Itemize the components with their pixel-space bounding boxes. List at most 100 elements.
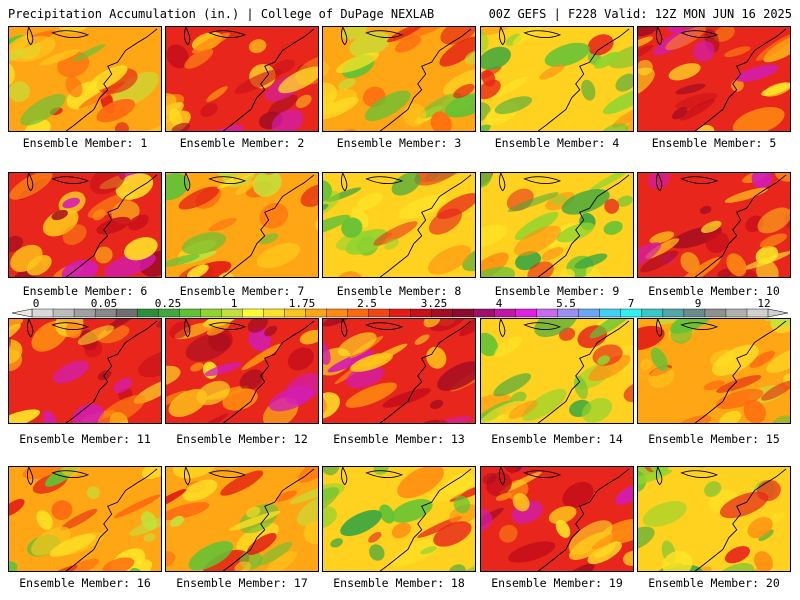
precip-contour	[338, 78, 356, 90]
precip-contour	[749, 350, 775, 368]
great-lakes-outline	[341, 467, 404, 486]
precip-contour	[603, 220, 623, 235]
precip-contour	[9, 498, 25, 517]
precip-contour	[638, 44, 654, 62]
precip-contour	[252, 173, 282, 197]
precip-contour	[430, 111, 452, 131]
precip-contour	[188, 541, 234, 571]
precip-contour	[481, 393, 512, 419]
precip-contour	[756, 259, 779, 277]
great-lakes-outline	[341, 173, 404, 192]
precip-contour	[61, 259, 99, 277]
ensemble-member-map	[637, 26, 791, 132]
precip-contour	[675, 83, 706, 95]
great-lakes-outline	[499, 173, 562, 192]
precip-contour	[638, 36, 654, 48]
ensemble-member-label: Ensemble Member: 20	[648, 576, 780, 590]
precip-contour	[638, 59, 653, 76]
precip-contour	[638, 469, 673, 487]
precip-contour	[222, 388, 258, 411]
colorbar-swatch	[347, 308, 369, 318]
precip-contour	[587, 34, 614, 56]
precip-contour	[166, 93, 177, 115]
colorbar-swatch	[620, 308, 643, 318]
precip-contour	[758, 529, 774, 542]
precip-contour	[89, 173, 126, 195]
colorbar-tick-label: 1	[230, 297, 238, 310]
ensemble-member-map	[480, 26, 634, 132]
precip-contour	[166, 488, 187, 513]
precip-contour	[581, 79, 596, 101]
ensemble-member-map	[8, 466, 162, 572]
colorbar-swatch	[704, 308, 727, 318]
precip-contour	[92, 209, 106, 221]
precip-contour	[104, 558, 153, 571]
colorbar-swatch	[94, 308, 117, 318]
precip-contour	[755, 33, 790, 62]
precip-contour	[278, 66, 318, 94]
precip-contour	[705, 232, 730, 253]
precip-contour	[481, 400, 525, 423]
ensemble-member-map	[165, 26, 319, 132]
ensemble-member-label: Ensemble Member: 3	[336, 136, 462, 150]
precip-contour	[428, 208, 462, 235]
coastline	[537, 174, 630, 277]
precip-contour	[481, 29, 489, 55]
precip-contour	[640, 250, 679, 273]
coastline	[537, 320, 630, 423]
colorbar-tick-label: 1.75	[288, 297, 316, 310]
ensemble-member-label: Ensemble Member: 11	[19, 432, 151, 446]
great-lakes-outline	[341, 27, 404, 46]
precip-contour	[166, 173, 189, 201]
coastline	[65, 320, 158, 423]
precip-contour	[573, 375, 588, 400]
ensemble-member-label: Ensemble Member: 14	[491, 432, 623, 446]
precip-contour	[555, 519, 571, 538]
precip-contour	[394, 36, 422, 53]
precip-contour	[22, 467, 65, 480]
precip-contour	[345, 228, 388, 255]
precip-contour	[9, 61, 15, 86]
precip-contour	[694, 125, 715, 131]
precip-contour	[716, 375, 762, 393]
precip-contour	[714, 563, 755, 571]
precip-contour	[185, 333, 231, 362]
precip-contour	[217, 173, 234, 177]
precip-contour	[493, 373, 532, 397]
ensemble-member-map	[480, 318, 634, 424]
map-title: Precipitation Accumulation (in.) | Colle…	[8, 7, 435, 21]
coastline	[694, 28, 787, 131]
colorbar-swatch	[410, 308, 433, 318]
great-lakes-outline	[184, 467, 247, 486]
colorbar-swatch	[242, 308, 264, 318]
precip-contour	[382, 388, 431, 408]
coastline	[379, 468, 472, 571]
precip-contour	[514, 211, 559, 241]
precip-contour	[337, 332, 377, 357]
precip-contour	[726, 253, 747, 277]
precip-contour	[527, 261, 554, 277]
precip-contour	[62, 197, 80, 209]
coastline	[379, 174, 472, 277]
precip-contour	[591, 527, 631, 550]
colorbar-tick-label: 4	[495, 297, 503, 310]
colorbar-swatch	[641, 308, 664, 318]
ensemble-member-map	[637, 466, 791, 572]
precip-contour	[345, 382, 397, 408]
precip-contour	[648, 467, 670, 475]
precip-contour	[268, 94, 298, 116]
coastline	[222, 174, 315, 277]
precip-contour	[98, 394, 146, 423]
ensemble-member-map	[322, 26, 476, 132]
colorbar-swatch	[662, 308, 685, 318]
precip-contour	[62, 558, 100, 571]
precip-contour	[711, 344, 759, 376]
precip-contour	[391, 522, 411, 539]
precip-contour	[587, 541, 623, 565]
precip-contour	[670, 319, 715, 334]
colorbar-swatch	[431, 308, 454, 318]
precip-contour	[602, 88, 633, 115]
great-lakes-outline	[656, 173, 719, 192]
precip-contour	[368, 531, 382, 543]
precip-contour	[494, 76, 528, 97]
